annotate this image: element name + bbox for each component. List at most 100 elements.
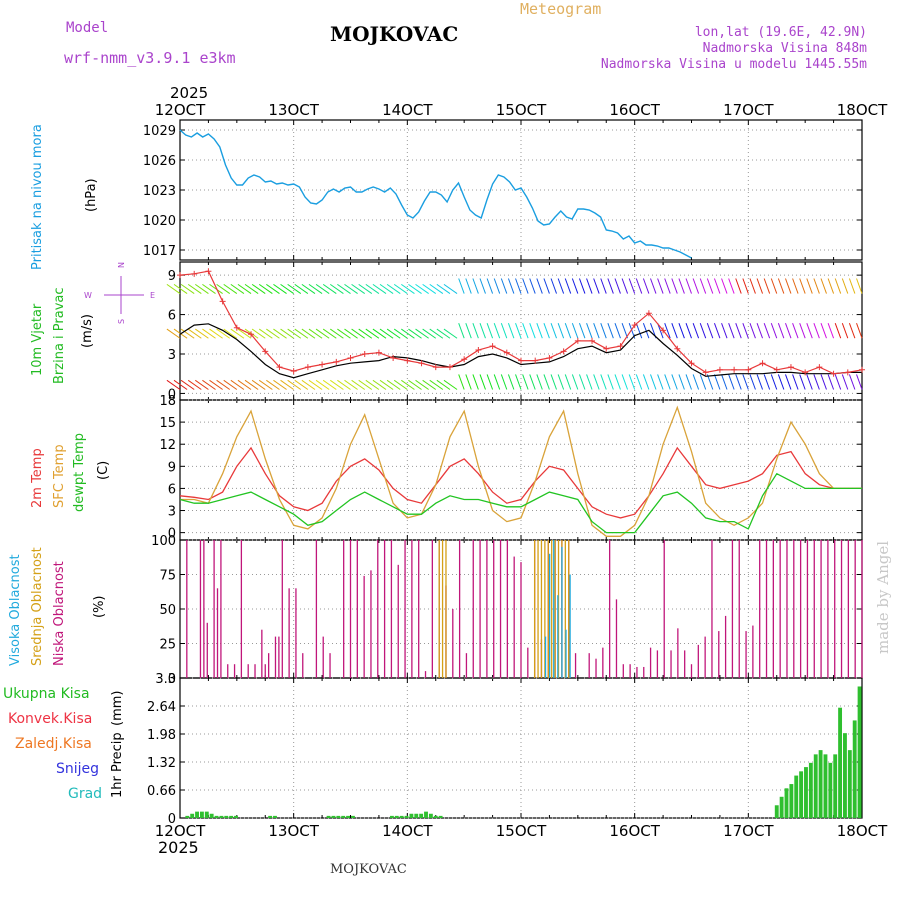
wind-barb-2-83 <box>763 278 771 294</box>
wind-barb-0-88 <box>799 374 806 390</box>
wind-barb-1-14 <box>266 328 280 339</box>
wind-barb-0-9 <box>230 379 245 390</box>
wind-barb-1-73 <box>692 323 700 339</box>
precip-bar-8 <box>219 815 224 818</box>
wind-gust-marker <box>191 270 198 277</box>
wind-barb-0-2 <box>180 379 195 390</box>
wind-barb-1-78 <box>728 323 735 339</box>
wind-barb-2-91 <box>820 278 827 294</box>
wind-barb-2-88 <box>799 278 806 294</box>
wind-barb-2-14 <box>266 283 280 294</box>
precip-bar-10 <box>229 815 234 818</box>
wind-barb-1-88 <box>799 323 806 339</box>
precip-bar-136 <box>843 733 847 818</box>
ylabel-3-4: 100 <box>151 534 176 549</box>
wind-barb-2-64 <box>628 278 636 294</box>
wind-barb-0-33 <box>401 379 415 390</box>
wind-barb-0-67 <box>650 374 657 390</box>
wind-barb-0-44 <box>486 374 494 390</box>
wind-barb-2-76 <box>713 278 721 294</box>
wind-barb-0-73 <box>692 374 700 390</box>
wind-barb-2-44 <box>486 278 494 294</box>
wind-barb-1-76 <box>713 323 721 339</box>
wind-gust-marker <box>532 357 539 364</box>
wind-barb-0-0 <box>166 379 181 390</box>
wind-barb-1-4 <box>195 328 209 339</box>
wind-barb-2-69 <box>664 278 671 294</box>
wind-barb-0-61 <box>607 374 614 390</box>
precip-conv-label: Konvek.Kisa <box>8 711 93 727</box>
ylabel-4-2: 1.32 <box>147 756 176 771</box>
wind-barb-1-59 <box>593 323 600 339</box>
wind-barb-1-91 <box>820 323 827 339</box>
wind-compass: N S W E <box>84 262 155 324</box>
wind-barb-1-15 <box>273 328 287 339</box>
wind-barb-2-43 <box>479 278 486 294</box>
wind-barb-0-63 <box>621 374 629 390</box>
wind-barb-0-1 <box>173 379 188 390</box>
ylabel-0-0: 1017 <box>143 244 176 259</box>
precip-bar-125 <box>789 784 794 818</box>
wind-barb-1-2 <box>180 328 195 339</box>
wind-barb-2-60 <box>600 278 607 294</box>
wind-gust-marker <box>461 356 468 363</box>
wind-barb-2-53 <box>550 278 557 294</box>
wind-barb-2-34 <box>408 283 422 294</box>
wind-barb-0-60 <box>600 374 607 390</box>
temp-dewpt-line <box>179 472 862 534</box>
ylabel-0-1: 1020 <box>143 214 176 229</box>
wind-barb-2-12 <box>251 283 266 294</box>
wind-barb-1-82 <box>756 323 764 339</box>
wind-gust-marker <box>404 357 411 364</box>
wind-barb-1-5 <box>202 328 216 339</box>
wind-barb-0-30 <box>379 379 394 390</box>
wind-barb-1-6 <box>209 328 223 339</box>
wind-barb-2-89 <box>806 278 813 294</box>
wind-barb-0-71 <box>678 374 685 390</box>
wind-barb-2-50 <box>529 278 536 294</box>
wind-gust-marker <box>731 366 738 373</box>
wind-barb-1-21 <box>315 328 330 339</box>
wind-barb-0-89 <box>806 374 813 390</box>
xlabel-top-6: 18OCT <box>837 101 888 119</box>
precip-bar-4 <box>199 811 204 818</box>
precip-bar-124 <box>784 788 789 818</box>
wind-gust-marker <box>347 354 354 361</box>
wind-barb-2-31 <box>386 283 401 294</box>
wind-barb-1-9 <box>230 328 245 339</box>
precip-bar-131 <box>818 750 823 818</box>
wind-barb-2-68 <box>657 278 664 294</box>
wind-barb-0-5 <box>202 379 216 390</box>
xlabel-top-1: 13OCT <box>268 101 319 119</box>
precip-bar-33 <box>341 815 346 818</box>
precip-bar-7 <box>214 815 219 818</box>
precip-bar-130 <box>813 754 818 818</box>
wind-barb-1-0 <box>166 328 181 339</box>
wind-barb-0-29 <box>372 379 387 390</box>
wind-barb-1-92 <box>827 323 835 339</box>
precip-bar-31 <box>331 815 336 818</box>
wind-barb-0-78 <box>728 374 735 390</box>
wind-barb-0-51 <box>536 374 543 390</box>
wind-barb-1-16 <box>280 328 294 339</box>
wind-barb-1-84 <box>770 323 778 339</box>
wind-barb-0-65 <box>635 374 643 390</box>
wind-barb-0-81 <box>749 374 756 390</box>
wind-barb-2-96 <box>856 278 863 294</box>
wind-barb-0-35 <box>415 379 429 390</box>
wind-gust-marker <box>589 337 596 344</box>
wind-barb-0-34 <box>408 379 422 390</box>
wind-barb-2-58 <box>586 278 593 294</box>
wind-barb-2-72 <box>685 278 692 294</box>
precip-bar-47 <box>409 813 414 818</box>
precip-bar-132 <box>823 754 828 818</box>
wind-barb-0-11 <box>244 379 259 390</box>
ylabel-0-4: 1029 <box>143 124 176 139</box>
precip-bar-19 <box>273 815 277 818</box>
wind-barb-2-84 <box>770 278 778 294</box>
wind-barb-1-24 <box>337 328 351 339</box>
wind-barb-2-59 <box>593 278 600 294</box>
wind-barb-1-17 <box>287 328 302 339</box>
wind-barb-0-32 <box>393 379 408 390</box>
ylabel-4-4: 2.64 <box>147 700 176 715</box>
